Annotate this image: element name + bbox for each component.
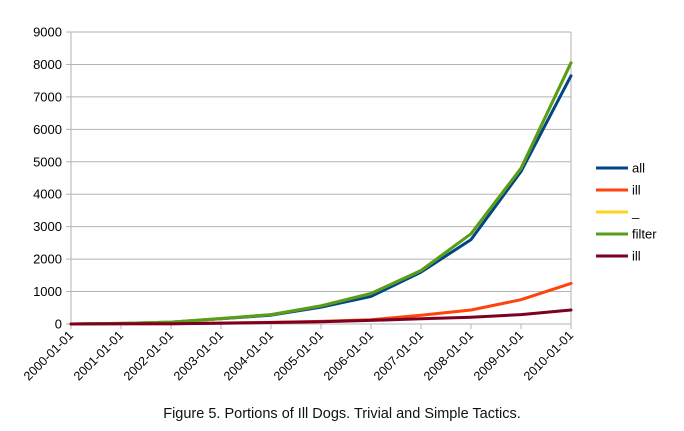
y-tick-label: 5000 bbox=[33, 154, 62, 169]
figure-caption: Figure 5. Portions of Ill Dogs. Trivial … bbox=[163, 406, 521, 422]
gridlines bbox=[71, 31, 571, 293]
x-tick-label: 2004-01-01 bbox=[221, 328, 276, 383]
legend-label-3: filter bbox=[632, 227, 657, 242]
y-tick-label: 1000 bbox=[33, 284, 62, 299]
axes bbox=[70, 32, 572, 325]
y-axis-ticks: 0 1000 2000 3000 4000 5000 6000 7000 8000 9000 bbox=[33, 25, 71, 332]
x-tick-label: 2009-01-01 bbox=[471, 328, 526, 383]
x-tick-label: 2002-01-01 bbox=[121, 328, 176, 383]
y-tick-label: 8000 bbox=[33, 57, 62, 72]
series-line-2 bbox=[69, 61, 573, 326]
y-tick-label: 7000 bbox=[33, 89, 62, 104]
y-tick-label: 3000 bbox=[33, 219, 62, 234]
x-tick-label: 2007-01-01 bbox=[371, 328, 426, 383]
legend-label-0: all bbox=[632, 161, 645, 176]
series-line-1 bbox=[69, 281, 573, 326]
y-tick-label: 9000 bbox=[33, 25, 62, 40]
line-chart: 0 1000 2000 3000 4000 5000 6000 7000 8000 9000 20… bbox=[21, 25, 657, 384]
y-tick-label: 0 bbox=[55, 317, 62, 332]
x-tick-label: 2005-01-01 bbox=[271, 328, 326, 383]
legend-label-2: _ bbox=[631, 205, 640, 220]
x-tick-label: 2000-01-01 bbox=[21, 328, 76, 383]
legend-label-4: ill bbox=[632, 249, 641, 264]
y-tick-label: 4000 bbox=[33, 187, 62, 202]
y-tick-label: 6000 bbox=[33, 122, 62, 137]
legend-label-1: ill bbox=[632, 183, 641, 198]
x-tick-label: 2010-01-01 bbox=[521, 328, 576, 383]
x-tick-label: 2008-01-01 bbox=[421, 328, 476, 383]
series-lines bbox=[69, 61, 573, 326]
x-tick-label: 2003-01-01 bbox=[171, 328, 226, 383]
series-line-4 bbox=[69, 308, 573, 326]
x-tick-label: 2001-01-01 bbox=[71, 328, 126, 383]
series-line-3 bbox=[69, 61, 573, 326]
legend: all ill _filter ill bbox=[596, 161, 657, 264]
y-tick-label: 2000 bbox=[33, 252, 62, 267]
x-tick-label: 2006-01-01 bbox=[321, 328, 376, 383]
x-axis-ticks: 2000-01-012001-01-012002-01-012003-01-01… bbox=[21, 324, 576, 383]
